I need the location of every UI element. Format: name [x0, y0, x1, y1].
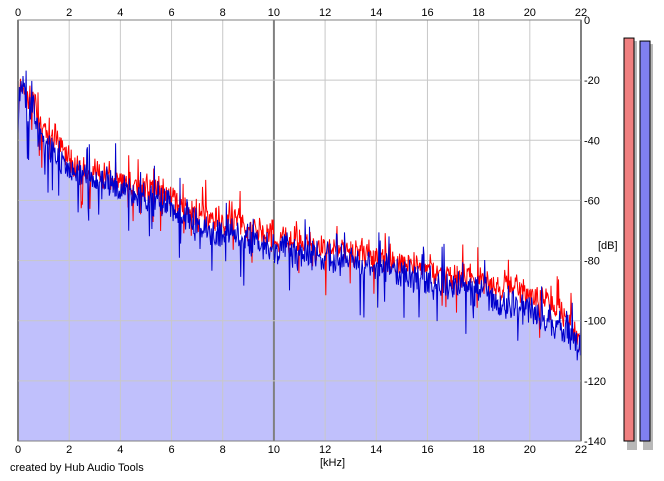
- x-tick-label-top: 10: [268, 7, 280, 19]
- credit-text: created by Hub Audio Tools: [10, 462, 144, 474]
- x-tick-label-top: 12: [319, 7, 331, 19]
- x-tick-label-bottom: 22: [575, 444, 587, 456]
- x-tick-label-bottom: 2: [66, 444, 72, 456]
- x-tick-label-top: 20: [524, 7, 536, 19]
- x-tick-label-bottom: 12: [319, 444, 331, 456]
- y-tick-label: -100: [584, 316, 606, 328]
- x-tick-label-top: 22: [575, 7, 587, 19]
- x-tick-label-bottom: 4: [117, 444, 123, 456]
- x-tick-label-top: 2: [66, 7, 72, 19]
- y-tick-label: -60: [584, 195, 600, 207]
- y-tick-label: -20: [584, 75, 600, 87]
- level-meter-left: [623, 37, 635, 442]
- y-tick-label: -80: [584, 256, 600, 268]
- level-meter-right: [639, 40, 651, 442]
- y-tick-label: -40: [584, 135, 600, 147]
- x-tick-label-bottom: 0: [15, 444, 21, 456]
- x-tick-label-top: 16: [421, 7, 433, 19]
- x-tick-label-bottom: 8: [220, 444, 226, 456]
- series-line-right: [17, 70, 582, 361]
- x-tick-label-bottom: 20: [524, 444, 536, 456]
- x-tick-label-bottom: 16: [421, 444, 433, 456]
- y-axis-unit-label: [dB]: [598, 240, 618, 252]
- x-tick-label-top: 14: [370, 7, 382, 19]
- x-tick-label-bottom: 10: [268, 444, 280, 456]
- x-tick-label-top: 0: [15, 7, 21, 19]
- x-tick-label-top: 18: [473, 7, 485, 19]
- y-tick-label: -120: [584, 376, 606, 388]
- x-tick-label-bottom: 6: [168, 444, 174, 456]
- x-axis-unit-label: [kHz]: [320, 457, 346, 469]
- x-tick-label-top: 4: [117, 7, 123, 19]
- y-tick-label: 0: [584, 15, 590, 27]
- x-tick-label-top: 6: [168, 7, 174, 19]
- plot-border: [17, 19, 582, 442]
- series-line-left: [17, 78, 582, 352]
- x-tick-label-bottom: 18: [473, 444, 485, 456]
- x-tick-label-bottom: 14: [370, 444, 382, 456]
- x-tick-label-top: 8: [220, 7, 226, 19]
- y-tick-label: -140: [584, 436, 606, 448]
